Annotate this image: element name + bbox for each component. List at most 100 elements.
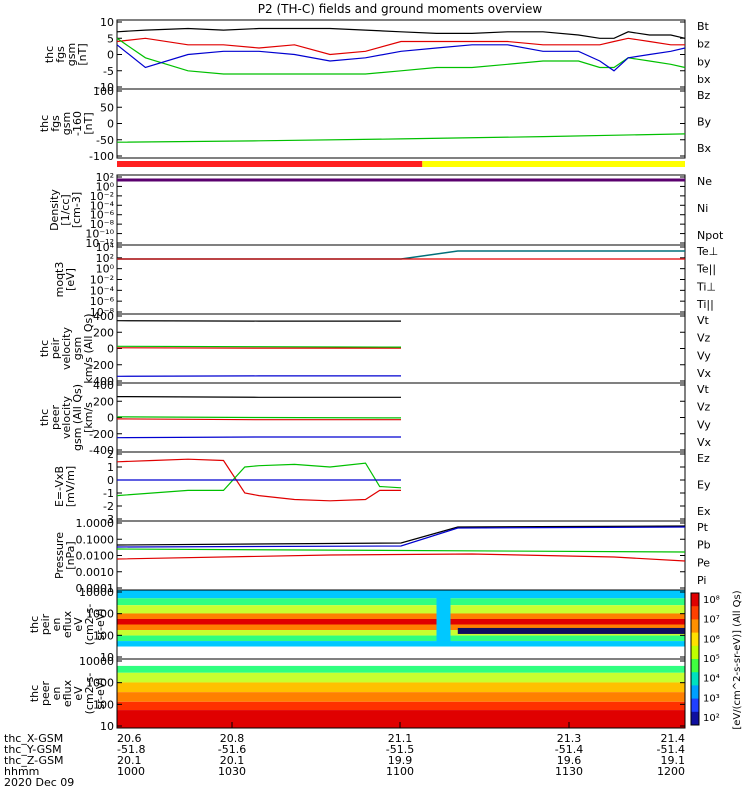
y-tick-label: 0: [107, 343, 114, 356]
y-axis-label: fgs: [54, 46, 67, 63]
colorbar-tick-label: 10⁷: [703, 615, 720, 626]
panel-frame: [116, 658, 686, 729]
y-axis-label: (cm2-s-: [83, 673, 96, 715]
y-tick-label: 10²: [96, 171, 114, 184]
y-tick-label: 10⁻⁶: [90, 295, 115, 308]
colorbar-frame: [690, 592, 700, 726]
x-row-value: 21.4: [661, 732, 686, 745]
spectrogram-band: [117, 630, 685, 636]
y-tick-label: 10⁻²: [90, 274, 114, 287]
spectrogram-9: [117, 590, 685, 659]
series-line-vy: [116, 416, 402, 419]
y-tick-label: 200: [93, 395, 114, 408]
y-tick-label: -3: [103, 513, 114, 526]
y-axis-label: thc: [38, 409, 51, 426]
y-tick-label: 0: [107, 49, 114, 62]
y-axis-label: [nT]: [76, 43, 89, 65]
x-row-value: 1100: [386, 765, 414, 778]
y-tick-label: 10000: [79, 655, 114, 668]
y-tick-label: 100: [93, 698, 114, 711]
y-tick-label: 400: [93, 379, 114, 392]
y-axis-label: peer: [49, 405, 62, 431]
legend-entry: Pi: [697, 574, 706, 587]
y-tick-label: 10²: [96, 252, 114, 265]
x-axis-date: 2020 Dec 09: [4, 776, 74, 789]
legend-entry: Bt: [697, 20, 710, 33]
y-axis-label: [nPa]: [64, 541, 77, 569]
x-row-label: thc_X-GSM: [4, 732, 63, 745]
legend-entry: Bz: [697, 89, 711, 102]
spectrogram-band: [117, 613, 685, 619]
legend-entry: Vz: [697, 401, 711, 414]
spectrogram-band: [117, 624, 685, 631]
y-tick-label: 1: [107, 461, 114, 474]
x-row-value: -51.4: [657, 743, 685, 756]
legend-entry: Bx: [697, 142, 712, 155]
panel-frame: [116, 88, 686, 159]
legend-entry: Vy: [697, 349, 711, 362]
colorbar-segment: [691, 606, 699, 620]
spectrogram-gap-fill: [436, 592, 451, 646]
colorbar-tick-label: 10²: [703, 713, 720, 724]
y-tick-label: 10: [100, 651, 114, 664]
y-tick-label: 10000: [79, 586, 114, 599]
y-tick-label: 10⁻¹²: [85, 237, 114, 250]
y-axis-label: eV: [72, 686, 85, 701]
y-tick-label: -200: [89, 428, 114, 441]
y-axis-label: en: [50, 687, 63, 701]
series-line-by: [116, 37, 686, 75]
y-axis-label: km/s (All Qs): [82, 313, 95, 383]
spectrogram-band: [117, 646, 685, 659]
legend-entry: Npot: [697, 229, 724, 242]
y-tick-label: 10⁻⁸: [90, 218, 115, 231]
series-line-by: [116, 133, 686, 143]
spectrogram-band: [117, 659, 685, 666]
x-row-value: 20.6: [117, 732, 142, 745]
y-axis-label: sr-eV): [94, 677, 107, 709]
legend-entry: Ni: [697, 202, 708, 215]
y-tick-label: 50: [100, 101, 114, 114]
panel-10: 10000 1000 100 10 thcpeerenefluxeV(cm2-s-sr-…: [28, 655, 686, 733]
colorbar-segment: [691, 659, 699, 673]
y-axis-label: moqt3: [53, 262, 66, 298]
y-tick-label: 0.0001: [76, 582, 115, 595]
y-axis-label: eflux: [61, 679, 74, 707]
y-tick-label: -400: [89, 444, 114, 457]
legend-entry: Ti⊥: [696, 280, 716, 293]
y-axis-label: gsm: [60, 112, 73, 135]
y-axis-label: gsm: [71, 337, 84, 360]
x-row-value: -51.6: [218, 743, 246, 756]
y-tick-label: -10: [96, 81, 114, 94]
y-tick-label: 10⁰: [96, 263, 115, 276]
x-row-value: 21.3: [557, 732, 582, 745]
legend-entry: Pt: [697, 521, 709, 534]
legend-entry: Te||: [696, 263, 716, 276]
y-axis-label: (cm2-s-: [83, 604, 96, 646]
spectrogram-band: [117, 635, 685, 642]
legend-entry: Vx: [697, 367, 712, 380]
legend-entry: bz: [697, 38, 710, 51]
y-tick-label: 1.0000: [76, 517, 115, 530]
x-row-value: -51.4: [555, 743, 583, 756]
y-tick-label: 400: [93, 310, 114, 323]
series-line-pi: [116, 526, 686, 548]
spectrogram-10: [117, 659, 685, 728]
legend-entry: Vt: [697, 314, 710, 327]
y-tick-label: 200: [93, 326, 114, 339]
y-axis-label: fgs: [49, 115, 62, 132]
y-tick-label: 0: [107, 474, 114, 487]
series-line-pb: [116, 553, 686, 562]
series-line-vz: [116, 418, 401, 421]
y-axis-label: peir: [39, 613, 52, 635]
y-axis-label: thc: [38, 115, 51, 132]
x-row-value: 20.1: [117, 754, 142, 767]
spectrogram-lowband: [457, 627, 685, 634]
x-row-value: 20.1: [220, 754, 245, 767]
y-tick-label: -1: [103, 487, 114, 500]
y-axis-label: eV: [72, 617, 85, 632]
y-axis-label: thc: [28, 685, 41, 702]
